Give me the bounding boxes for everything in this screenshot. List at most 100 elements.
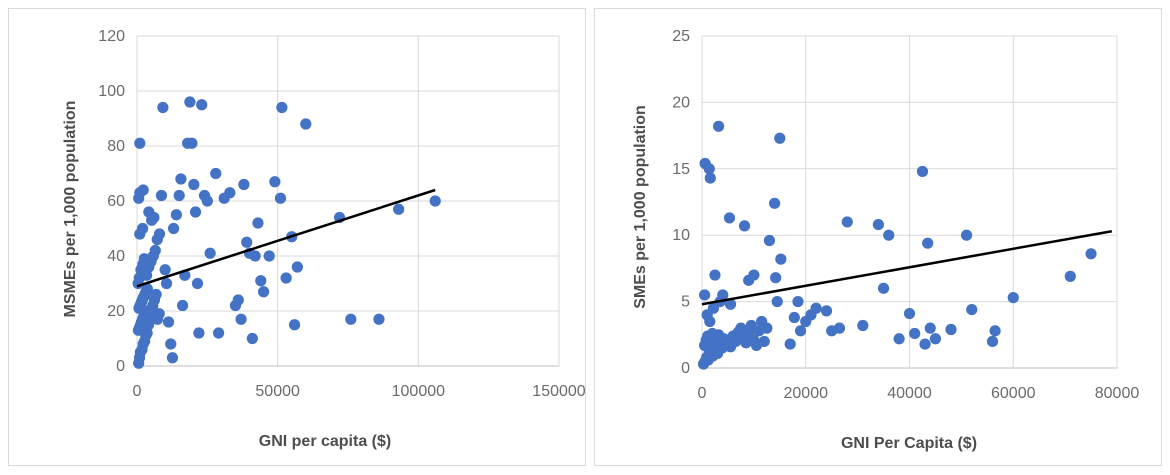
x-tick-label: 0 bbox=[133, 383, 142, 400]
y-tick-label: 20 bbox=[107, 303, 125, 320]
data-point bbox=[989, 325, 1001, 337]
data-point bbox=[134, 137, 146, 149]
y-tick-label: 20 bbox=[672, 94, 690, 111]
sme-data-points bbox=[697, 120, 1097, 370]
data-point bbox=[274, 192, 287, 204]
data-point bbox=[841, 216, 853, 228]
data-point bbox=[893, 333, 905, 345]
data-point bbox=[160, 277, 173, 290]
y-tick-label: 60 bbox=[107, 193, 125, 210]
data-point bbox=[238, 178, 250, 191]
data-point bbox=[909, 327, 921, 340]
data-point bbox=[153, 308, 165, 320]
msme-trendline-group bbox=[136, 188, 436, 288]
data-point bbox=[761, 322, 773, 334]
data-point bbox=[771, 296, 783, 308]
data-point bbox=[775, 253, 787, 265]
data-point bbox=[698, 289, 711, 301]
data-point bbox=[810, 302, 822, 314]
x-tick-label: 100000 bbox=[392, 383, 445, 400]
data-point bbox=[186, 137, 198, 149]
data-point bbox=[170, 209, 182, 221]
data-point bbox=[966, 303, 978, 316]
data-point bbox=[141, 283, 154, 295]
data-point bbox=[201, 195, 213, 207]
data-point bbox=[166, 352, 179, 364]
data-point bbox=[769, 197, 781, 209]
data-point bbox=[784, 338, 796, 350]
data-point bbox=[713, 120, 725, 132]
data-point bbox=[159, 264, 171, 276]
data-point bbox=[704, 315, 716, 328]
y-tick-label: 5 bbox=[681, 294, 690, 311]
data-point bbox=[263, 250, 275, 262]
msme-scatter-chart: 0 50000 100000 150000 0 20 40 60 80 100 120 GNI p… bbox=[62, 28, 586, 450]
y-tick-label: 0 bbox=[116, 358, 125, 375]
data-point bbox=[176, 299, 189, 312]
data-point bbox=[929, 333, 942, 345]
y-tick-label: 0 bbox=[681, 360, 690, 377]
data-point bbox=[142, 319, 155, 331]
data-point bbox=[713, 329, 725, 341]
msme-x-tick-labels: 0 50000 100000 150000 bbox=[133, 383, 586, 400]
data-point bbox=[717, 289, 729, 301]
y-tick-label: 100 bbox=[98, 83, 125, 100]
data-point bbox=[794, 325, 807, 337]
data-point bbox=[137, 222, 149, 235]
msme-chart-panel: 0 50000 100000 150000 0 20 40 60 80 100 120 GNI p… bbox=[8, 8, 586, 466]
data-point bbox=[788, 311, 800, 324]
data-point bbox=[246, 332, 258, 345]
y-tick-label: 120 bbox=[98, 28, 125, 45]
data-point bbox=[703, 163, 715, 175]
data-point bbox=[204, 247, 216, 259]
data-point bbox=[770, 272, 782, 284]
data-point bbox=[709, 269, 721, 281]
sme-chart-panel: 0 20000 40000 60000 80000 0 5 10 15 20 25 GNI Per… bbox=[594, 8, 1162, 466]
msme-data-points bbox=[132, 96, 441, 369]
x-tick-label: 40000 bbox=[887, 385, 932, 402]
data-point bbox=[748, 269, 760, 281]
y-axis-title: SMEs per 1,000 population bbox=[632, 105, 649, 309]
data-point bbox=[300, 118, 312, 130]
x-tick-label: 80000 bbox=[1095, 385, 1140, 402]
data-point bbox=[872, 218, 884, 231]
data-point bbox=[189, 206, 202, 218]
data-point bbox=[1064, 270, 1076, 282]
data-point bbox=[280, 272, 292, 284]
data-point bbox=[291, 261, 303, 273]
sme-scatter-chart: 0 20000 40000 60000 80000 0 5 10 15 20 25 GNI Per… bbox=[632, 28, 1140, 452]
data-point bbox=[723, 212, 736, 224]
data-point bbox=[157, 101, 169, 114]
data-point bbox=[137, 184, 149, 196]
data-point bbox=[1085, 248, 1097, 260]
sme-trendline-group bbox=[701, 229, 1113, 306]
data-point bbox=[916, 165, 929, 178]
sme-y-tick-labels: 0 5 10 15 20 25 bbox=[672, 28, 690, 377]
data-point bbox=[429, 195, 441, 207]
data-point bbox=[792, 296, 804, 308]
data-point bbox=[150, 288, 162, 301]
data-point bbox=[288, 319, 301, 331]
data-point bbox=[167, 222, 180, 235]
y-axis-title: MSMEs per 1,000 population bbox=[62, 101, 79, 318]
data-point bbox=[986, 335, 999, 348]
data-point bbox=[758, 335, 770, 348]
msme-y-tick-labels: 0 20 40 60 80 100 120 bbox=[98, 28, 125, 375]
x-tick-label: 60000 bbox=[991, 385, 1036, 402]
data-point bbox=[188, 178, 200, 191]
data-point bbox=[903, 307, 916, 320]
data-point bbox=[255, 275, 267, 287]
data-point bbox=[373, 313, 385, 325]
data-point bbox=[162, 316, 175, 328]
data-point bbox=[877, 282, 890, 294]
data-point bbox=[1007, 292, 1019, 304]
data-point bbox=[252, 217, 264, 229]
x-tick-label: 150000 bbox=[532, 383, 585, 400]
data-point bbox=[210, 167, 222, 180]
data-point bbox=[241, 236, 253, 248]
data-point bbox=[763, 234, 776, 247]
data-point bbox=[155, 189, 168, 202]
data-point bbox=[960, 229, 973, 241]
data-point bbox=[235, 313, 247, 325]
x-axis-title: GNI Per Capita ($) bbox=[841, 435, 977, 452]
